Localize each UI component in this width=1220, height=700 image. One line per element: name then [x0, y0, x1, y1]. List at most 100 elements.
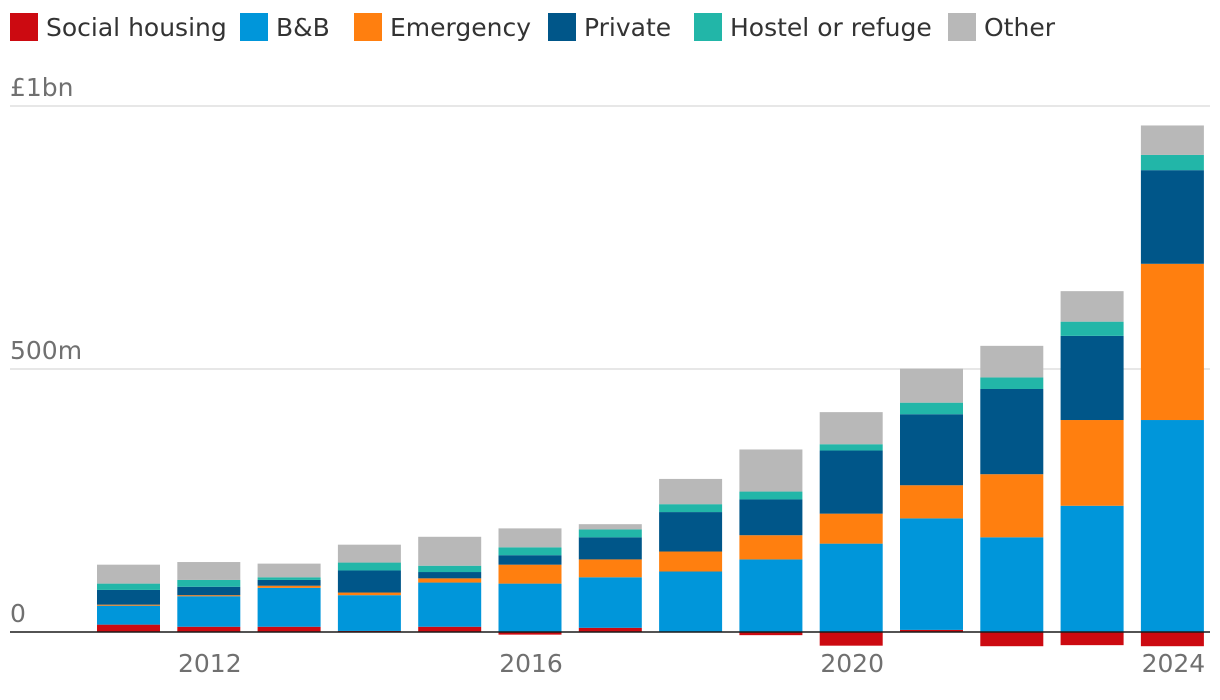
- legend-item-social-housing: Social housing: [10, 13, 227, 42]
- legend-label-b-b: B&B: [276, 13, 330, 42]
- bar-social-housing-2022: [980, 632, 1044, 647]
- bar-b-b-2014: [337, 595, 401, 631]
- legend-item-private: Private: [548, 13, 671, 42]
- bar-other-2022: [980, 345, 1044, 378]
- bar-other-2012: [177, 562, 241, 580]
- bar-emergency-2011: [97, 604, 160, 606]
- bar-private-2017: [578, 537, 642, 560]
- bar-hostel-or-refuge-2016: [498, 547, 562, 556]
- bar-social-housing-2012: [177, 626, 241, 632]
- bar-private-2022: [980, 388, 1044, 475]
- bar-hostel-or-refuge-2023: [1060, 321, 1124, 336]
- legend: Social housing B&B Emergency Private Hostel …: [10, 13, 1056, 42]
- legend-label-social-housing: Social housing: [46, 13, 227, 42]
- bar-social-housing-2011: [97, 624, 160, 632]
- bar-hostel-or-refuge-2018: [659, 504, 723, 513]
- bar-other-2015: [418, 536, 482, 566]
- bars: [97, 125, 1204, 647]
- legend-item-emergency: Emergency: [354, 13, 531, 42]
- bar-emergency-2019: [739, 535, 803, 560]
- bar-other-2014: [337, 544, 401, 563]
- bar-other-2018: [659, 478, 723, 505]
- bar-social-housing-2015: [418, 626, 482, 632]
- bar-other-2020: [819, 412, 883, 445]
- legend-label-other: Other: [984, 13, 1056, 42]
- bar-other-2013: [257, 563, 321, 578]
- bar-social-housing-2020: [819, 632, 883, 646]
- bar-hostel-or-refuge-2013: [257, 577, 321, 580]
- bar-emergency-2017: [578, 559, 642, 578]
- x-tick-label-2020: 2020: [820, 649, 884, 678]
- bar-b-b-2013: [257, 587, 321, 627]
- bar-social-housing-2017: [578, 627, 642, 632]
- bar-other-2024: [1140, 125, 1204, 155]
- bar-group-2017: [578, 524, 642, 632]
- bar-emergency-2015: [418, 578, 482, 583]
- legend-label-private: Private: [584, 13, 671, 42]
- bar-group-2011: [97, 564, 160, 632]
- bar-group-2012: [177, 562, 241, 632]
- bar-b-b-2019: [739, 559, 803, 632]
- bar-social-housing-2023: [1060, 632, 1124, 646]
- bar-hostel-or-refuge-2017: [578, 529, 642, 538]
- bar-private-2024: [1140, 170, 1204, 264]
- bar-group-2016: [498, 528, 562, 635]
- bar-group-2020: [819, 412, 883, 646]
- bar-group-2024: [1140, 125, 1204, 647]
- bar-social-housing-2019: [739, 632, 803, 636]
- y-tick-label-0: 0: [10, 599, 26, 628]
- bar-emergency-2016: [498, 564, 562, 584]
- legend-item-other: Other: [948, 13, 1056, 42]
- bar-b-b-2011: [97, 605, 160, 625]
- bar-emergency-2013: [257, 585, 321, 588]
- bar-hostel-or-refuge-2019: [739, 491, 803, 500]
- bar-social-housing-2013: [257, 626, 321, 632]
- legend-swatch-private: [548, 13, 576, 41]
- bar-hostel-or-refuge-2015: [418, 565, 482, 573]
- legend-swatch-other: [948, 13, 976, 41]
- bar-group-2018: [659, 478, 723, 632]
- bar-private-2014: [337, 570, 401, 593]
- legend-swatch-social-housing: [10, 13, 38, 41]
- bar-other-2019: [739, 449, 803, 492]
- bar-social-housing-2016: [498, 632, 562, 635]
- bar-group-2015: [418, 536, 482, 632]
- bar-emergency-2018: [659, 551, 723, 572]
- y-tick-label-500m: 500m: [10, 336, 82, 365]
- x-tick-label-2024: 2024: [1142, 649, 1206, 678]
- bar-hostel-or-refuge-2020: [819, 444, 883, 451]
- x-axis-labels: 2012 2016 2020 2024: [178, 649, 1205, 678]
- bar-group-2022: [980, 345, 1044, 647]
- gridlines: [10, 105, 1210, 370]
- bar-group-2019: [739, 449, 803, 636]
- bar-private-2021: [900, 414, 963, 486]
- legend-swatch-hostel-or-refuge: [694, 13, 722, 41]
- bar-private-2023: [1060, 335, 1124, 421]
- bar-emergency-2020: [819, 513, 883, 544]
- bar-private-2016: [498, 555, 562, 565]
- bar-b-b-2017: [578, 577, 642, 628]
- y-tick-label-1bn: £1bn: [10, 73, 74, 102]
- bar-b-b-2023: [1060, 505, 1124, 632]
- bar-b-b-2015: [418, 582, 482, 627]
- legend-swatch-b-b: [240, 13, 268, 41]
- bar-emergency-2022: [980, 474, 1044, 538]
- bar-b-b-2018: [659, 571, 723, 632]
- bar-hostel-or-refuge-2012: [177, 579, 241, 587]
- bar-group-2013: [257, 563, 321, 632]
- bar-emergency-2012: [177, 595, 241, 597]
- y-axis-labels: 0 500m £1bn: [10, 73, 82, 628]
- bar-hostel-or-refuge-2011: [97, 583, 160, 590]
- bar-b-b-2020: [819, 543, 883, 632]
- legend-item-b-b: B&B: [240, 13, 330, 42]
- bar-group-2021: [900, 368, 963, 632]
- bar-private-2013: [257, 579, 321, 586]
- bar-emergency-2014: [337, 592, 401, 596]
- bar-private-2015: [418, 572, 482, 579]
- legend-swatch-emergency: [354, 13, 382, 41]
- bar-group-2014: [337, 544, 401, 632]
- bar-emergency-2024: [1140, 263, 1204, 421]
- legend-item-hostel-or-refuge: Hostel or refuge: [694, 13, 932, 42]
- bar-other-2016: [498, 528, 562, 548]
